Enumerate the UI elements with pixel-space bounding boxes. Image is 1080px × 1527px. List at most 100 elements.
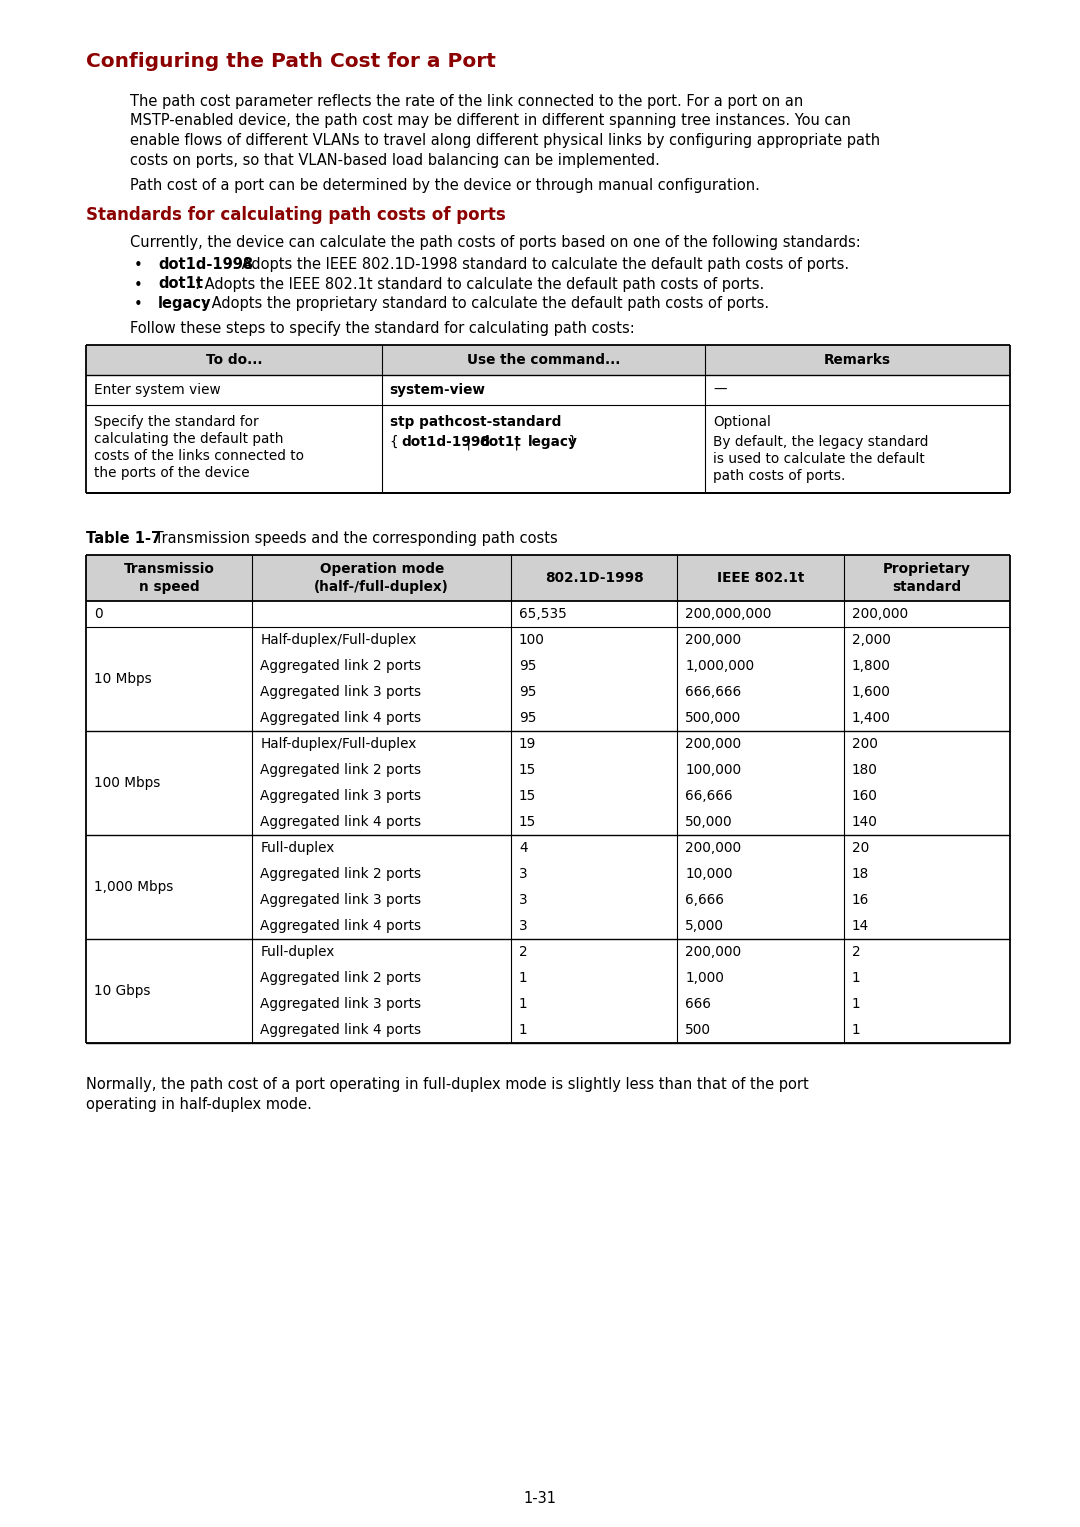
Text: Operation mode
(half-/full-duplex): Operation mode (half-/full-duplex) [314, 562, 449, 594]
Text: 200,000,000: 200,000,000 [686, 608, 772, 621]
Text: 6,666: 6,666 [686, 893, 725, 907]
Text: 10,000: 10,000 [686, 867, 733, 881]
Text: path costs of ports.: path costs of ports. [713, 469, 846, 483]
Text: 19: 19 [519, 738, 537, 751]
Text: 95: 95 [519, 686, 537, 699]
Text: operating in half-duplex mode.: operating in half-duplex mode. [86, 1096, 312, 1112]
Text: legacy: legacy [158, 296, 212, 312]
Text: —: — [713, 383, 727, 397]
Text: 3: 3 [519, 893, 528, 907]
Text: Table 1-7: Table 1-7 [86, 531, 161, 547]
Text: Aggregated link 4 ports: Aggregated link 4 ports [260, 815, 421, 829]
Text: 1: 1 [519, 997, 528, 1011]
Text: Remarks: Remarks [824, 353, 891, 366]
Bar [86, 731, 1010, 835]
Text: 0: 0 [94, 608, 103, 621]
Text: dot1t: dot1t [158, 276, 203, 292]
Text: Aggregated link 3 ports: Aggregated link 3 ports [260, 997, 421, 1011]
Text: }: } [564, 435, 577, 449]
Text: 15: 15 [519, 764, 537, 777]
Text: 200,000: 200,000 [686, 945, 742, 959]
Text: Path cost of a port can be determined by the device or through manual configurat: Path cost of a port can be determined by… [130, 179, 760, 192]
Text: 200,000: 200,000 [852, 608, 908, 621]
Text: Transmission speeds and the corresponding path costs: Transmission speeds and the correspondin… [150, 531, 557, 547]
Text: To do...: To do... [205, 353, 262, 366]
Text: •: • [134, 258, 143, 273]
Text: 180: 180 [852, 764, 878, 777]
Text: Specify the standard for: Specify the standard for [94, 415, 258, 429]
Text: Configuring the Path Cost for a Port: Configuring the Path Cost for a Port [86, 52, 496, 70]
Text: 5,000: 5,000 [686, 919, 725, 933]
Text: Aggregated link 3 ports: Aggregated link 3 ports [260, 789, 421, 803]
Text: 1,400: 1,400 [852, 712, 891, 725]
Text: 200,000: 200,000 [686, 841, 742, 855]
Text: : Adopts the proprietary standard to calculate the default path costs of ports.: : Adopts the proprietary standard to cal… [202, 296, 769, 312]
Text: 100,000: 100,000 [686, 764, 742, 777]
Text: 500: 500 [686, 1023, 712, 1037]
Text: Normally, the path cost of a port operating in full-duplex mode is slightly less: Normally, the path cost of a port operat… [86, 1077, 809, 1092]
Text: 1,000 Mbps: 1,000 Mbps [94, 880, 174, 893]
Text: Aggregated link 2 ports: Aggregated link 2 ports [260, 660, 421, 673]
Text: 200,000: 200,000 [686, 738, 742, 751]
Text: 65,535: 65,535 [519, 608, 567, 621]
Text: 100: 100 [519, 634, 545, 647]
Text: 95: 95 [519, 712, 537, 725]
Text: stp pathcost-standard: stp pathcost-standard [390, 415, 561, 429]
Text: 666,666: 666,666 [686, 686, 742, 699]
Text: 15: 15 [519, 815, 537, 829]
Bar [86, 939, 1010, 1043]
Text: Aggregated link 3 ports: Aggregated link 3 ports [260, 893, 421, 907]
Text: 18: 18 [852, 867, 869, 881]
Text: 200: 200 [852, 738, 878, 751]
Text: 1,000,000: 1,000,000 [686, 660, 755, 673]
Text: : Adopts the IEEE 802.1t standard to calculate the default path costs of ports.: : Adopts the IEEE 802.1t standard to cal… [194, 276, 764, 292]
Bar [86, 835, 1010, 939]
Text: 10 Gbps: 10 Gbps [94, 983, 150, 999]
Text: costs of the links connected to: costs of the links connected to [94, 449, 303, 463]
Bar [86, 405, 1010, 493]
Text: Currently, the device can calculate the path costs of ports based on one of the : Currently, the device can calculate the … [130, 235, 861, 250]
Text: 1-31: 1-31 [524, 1490, 556, 1506]
Text: Follow these steps to specify the standard for calculating path costs:: Follow these steps to specify the standa… [130, 322, 635, 336]
Text: 666: 666 [686, 997, 712, 1011]
Text: : Adopts the IEEE 802.1D-1998 standard to calculate the default path costs of po: : Adopts the IEEE 802.1D-1998 standard t… [231, 257, 849, 272]
Text: 66,666: 66,666 [686, 789, 733, 803]
Text: Enter system view: Enter system view [94, 383, 220, 397]
Text: dot1t: dot1t [480, 435, 522, 449]
Text: 802.1D-1998: 802.1D-1998 [544, 571, 644, 585]
Text: 4: 4 [519, 841, 528, 855]
Bar [86, 628, 1010, 731]
Text: 95: 95 [519, 660, 537, 673]
Text: Aggregated link 2 ports: Aggregated link 2 ports [260, 867, 421, 881]
Text: 1: 1 [852, 1023, 861, 1037]
Text: the ports of the device: the ports of the device [94, 466, 249, 479]
Text: Aggregated link 4 ports: Aggregated link 4 ports [260, 712, 421, 725]
Text: MSTP-enabled device, the path cost may be different in different spanning tree i: MSTP-enabled device, the path cost may b… [130, 113, 851, 128]
Text: is used to calculate the default: is used to calculate the default [713, 452, 924, 466]
Text: 500,000: 500,000 [686, 712, 742, 725]
Text: |: | [461, 435, 475, 449]
Text: 2: 2 [519, 945, 528, 959]
Text: 3: 3 [519, 919, 528, 933]
Text: 16: 16 [852, 893, 869, 907]
Text: The path cost parameter reflects the rate of the link connected to the port. For: The path cost parameter reflects the rat… [130, 95, 804, 108]
Text: Proprietary
standard: Proprietary standard [883, 562, 971, 594]
Text: Aggregated link 2 ports: Aggregated link 2 ports [260, 764, 421, 777]
Text: 15: 15 [519, 789, 537, 803]
Text: 200,000: 200,000 [686, 634, 742, 647]
Bar [86, 345, 1010, 376]
Text: 140: 140 [852, 815, 878, 829]
Text: 20: 20 [852, 841, 869, 855]
Text: Half-duplex/Full-duplex: Half-duplex/Full-duplex [260, 634, 417, 647]
Text: calculating the default path: calculating the default path [94, 432, 283, 446]
Text: Full-duplex: Full-duplex [260, 841, 335, 855]
Text: 1: 1 [852, 997, 861, 1011]
Text: Aggregated link 3 ports: Aggregated link 3 ports [260, 686, 421, 699]
Text: 14: 14 [852, 919, 869, 933]
Text: 1,600: 1,600 [852, 686, 891, 699]
Text: Optional: Optional [713, 415, 771, 429]
Text: Standards for calculating path costs of ports: Standards for calculating path costs of … [86, 206, 505, 223]
Text: 1: 1 [852, 971, 861, 985]
Text: Transmissio
n speed: Transmissio n speed [124, 562, 215, 594]
Bar [86, 602, 1010, 628]
